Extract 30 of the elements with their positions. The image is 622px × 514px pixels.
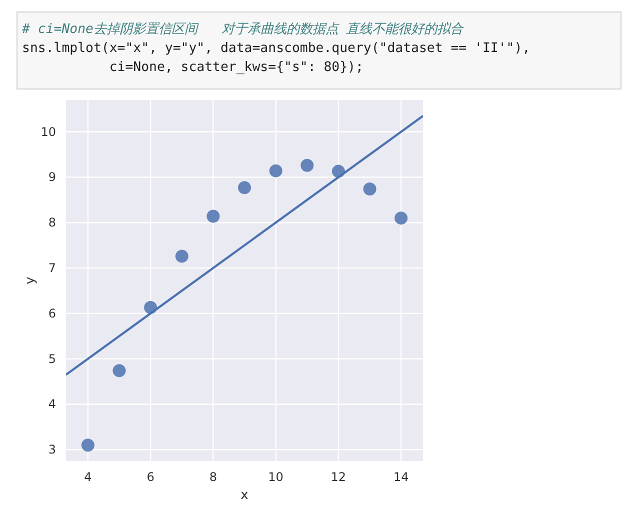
y-tick-label: 10 [40, 124, 56, 139]
y-tick-label: 7 [48, 261, 56, 276]
x-tick-label: 14 [393, 470, 409, 484]
point [112, 364, 126, 378]
point [363, 182, 376, 196]
x-tick-label: 8 [209, 470, 218, 484]
x-tick-label: 6 [146, 470, 154, 484]
x-tick-label: 4 [84, 470, 92, 484]
x-tick-label: 10 [268, 470, 284, 484]
text: ci=None, scatter_kws={"s": 80}); [22, 60, 364, 75]
y-tick-label: 8 [48, 216, 56, 230]
y-tick-label: 5 [48, 352, 56, 366]
y-tick-label: 6 [48, 306, 56, 320]
point [81, 438, 94, 452]
y-tick-label: 3 [48, 442, 56, 457]
y-tick-label: 9 [48, 170, 56, 184]
point [300, 158, 314, 172]
y-axis-title: y [23, 276, 38, 284]
x-tick-label: 12 [330, 470, 346, 484]
point [394, 212, 408, 225]
point [175, 250, 188, 263]
y-tick-label: 4 [48, 397, 56, 412]
point [269, 164, 282, 178]
point [238, 181, 251, 194]
point [206, 210, 220, 223]
text: # ci=None去掉阴影置信区间 对于承曲线的数据点 直线不能很好的拟合 [21, 21, 464, 37]
x-axis-title: x [240, 488, 249, 503]
point [144, 301, 158, 314]
text: sns.lmplot(x="x", y="y", data=anscombe.query("dataset == 'II'"), [22, 41, 530, 56]
point [332, 164, 345, 178]
